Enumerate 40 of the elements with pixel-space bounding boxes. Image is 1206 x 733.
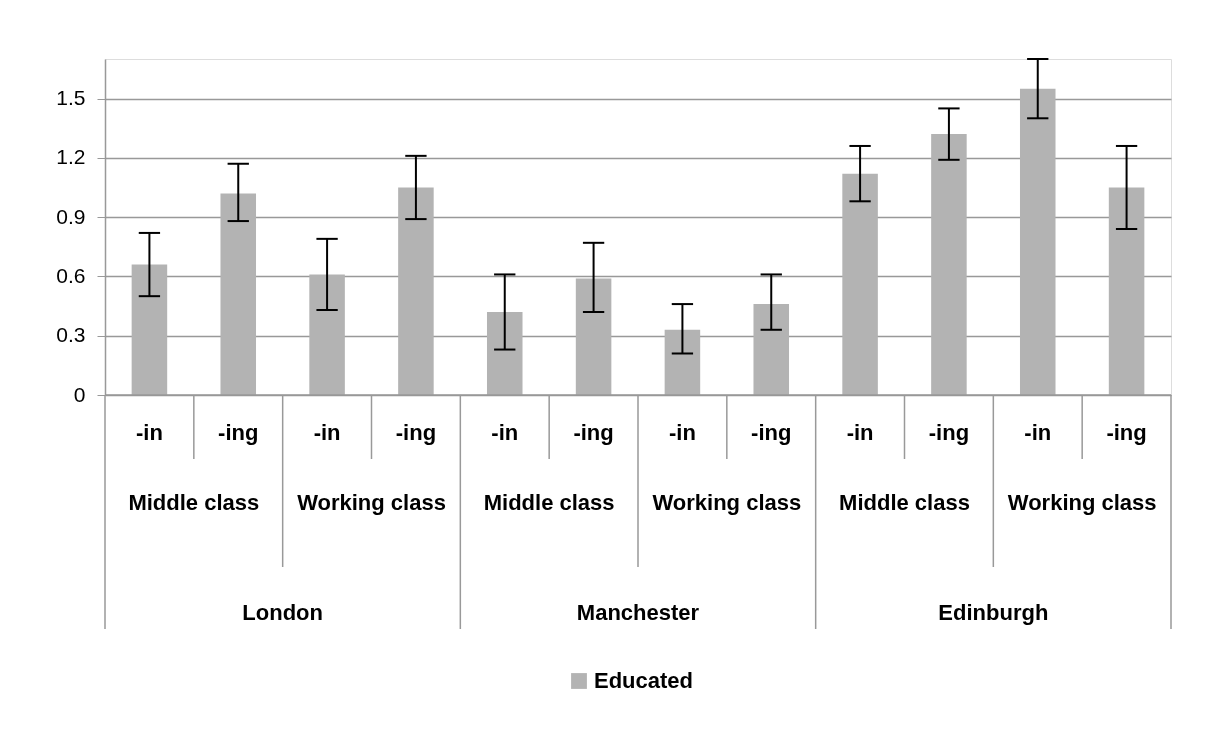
x-tick-label: -ing [751,420,792,445]
text: Edinburgh [938,600,1049,625]
bar [931,134,967,395]
text: Working class [297,490,446,515]
y-tick-label: 0.9 [56,204,86,228]
x-tick-label: -in [668,420,696,445]
x-tick-label: -in [1024,420,1052,445]
x-tick-label: -ing [395,420,437,445]
bar [131,264,168,395]
text: London [242,600,323,625]
bar [753,304,790,395]
text: Middle class [839,490,970,515]
y-tick-label: 0.6 [56,263,86,287]
y-tick-label: 1.5 [56,86,86,110]
bar [220,193,257,395]
x-tick-label: -ing [928,420,970,445]
bar [664,329,701,395]
bar [1108,187,1145,395]
text: Middle class [483,490,615,515]
text: Working class [652,490,802,515]
x-tick-label: -in [491,420,519,445]
text: Middle class [128,490,260,515]
y-tick-label: 0.3 [56,323,86,347]
x-tick-label: -in [135,420,163,445]
x-tick-label: -in [313,420,341,445]
x-tick-label: -in [846,420,874,445]
legend-label: Educated [594,668,694,693]
x-tick-label: -ing [1106,420,1147,445]
bar [575,278,612,395]
bar [398,187,434,395]
text: Working class [1007,490,1157,515]
bar [309,274,345,395]
y-tick-label: 0 [73,382,86,406]
text: Manchester [576,600,700,625]
bar [842,173,878,395]
bar [486,311,523,395]
y-tick-label: 1.2 [56,145,86,169]
x-tick-label: -ing [573,420,614,445]
bar [1019,88,1056,395]
x-tick-label: -ing [218,420,259,445]
